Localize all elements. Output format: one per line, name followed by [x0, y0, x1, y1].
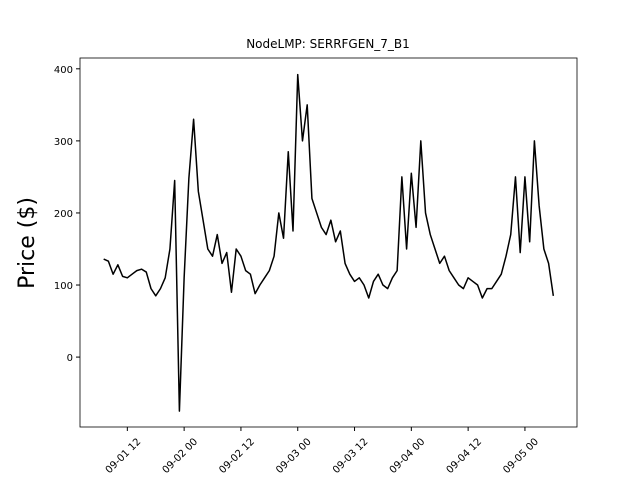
y-axis-label: Price ($): [15, 197, 40, 289]
line: [103, 73, 555, 412]
y-tick-label: 400: [54, 65, 73, 76]
x-tick-label: 09-02 00: [161, 436, 201, 476]
x-tick-label: 09-01 12: [104, 436, 144, 476]
x-tick-label: 09-02 12: [217, 436, 257, 476]
chart-title: NodeLMP: SERRFGEN_7_B1: [246, 37, 410, 51]
y-tick-label: 200: [54, 209, 73, 220]
plot-frame: [79, 57, 578, 428]
x-tick-label: 09-04 00: [388, 436, 428, 476]
y-tick-label: 100: [54, 281, 73, 292]
y-tick-label: 300: [54, 137, 73, 148]
x-tick-label: 09-04 12: [445, 436, 485, 476]
y-tick-label: 0: [67, 353, 73, 364]
x-tick-label: 09-03 12: [331, 436, 371, 476]
x-tick-label: 09-05 00: [501, 436, 541, 476]
x-tick-label: 09-03 00: [274, 436, 314, 476]
